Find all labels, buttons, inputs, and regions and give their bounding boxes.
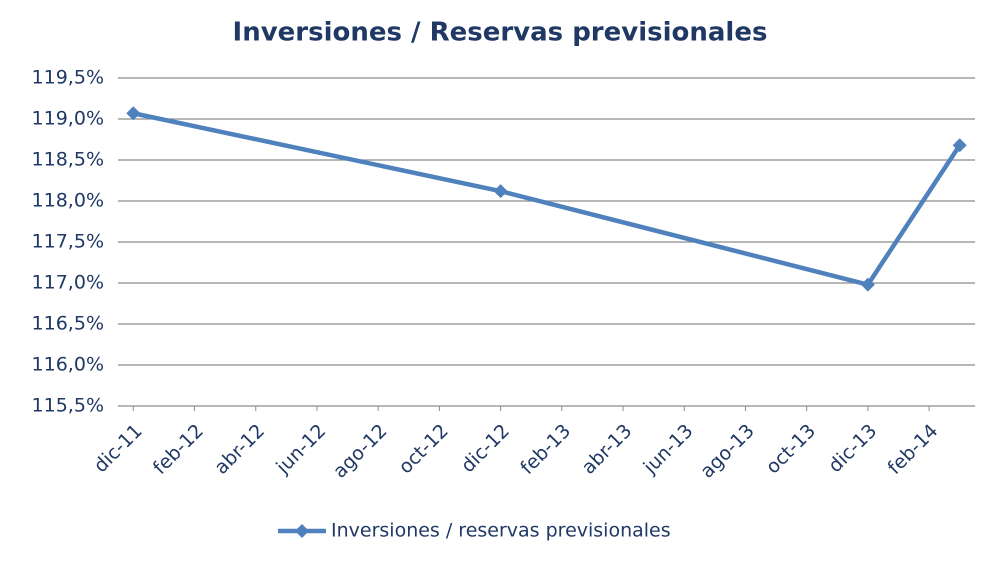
y-tick-label: 117,0% <box>32 272 104 294</box>
x-tick-label: abr-12 <box>210 420 269 479</box>
data-point <box>860 277 875 292</box>
y-tick-label: 118,0% <box>32 190 104 212</box>
data-point <box>126 106 141 121</box>
x-tick-label: dic-13 <box>824 420 881 477</box>
legend-label: Inversiones / reservas previsionales <box>331 520 671 542</box>
y-tick-label: 118,5% <box>32 149 104 171</box>
x-tick-label: jun-12 <box>271 420 330 479</box>
series-line <box>132 111 962 287</box>
y-tick-label: 116,0% <box>32 354 104 376</box>
data-point <box>952 138 967 153</box>
x-tick-label: dic-11 <box>90 420 147 477</box>
x-tick-label: abr-13 <box>578 420 637 479</box>
y-tick-label: 117,5% <box>32 231 104 253</box>
data-point <box>493 184 508 199</box>
x-tick-label: feb-12 <box>149 420 208 479</box>
x-tick-label: feb-13 <box>516 420 575 479</box>
chart-title: Inversiones / Reservas previsionales <box>233 18 768 48</box>
y-tick-label: 119,0% <box>32 108 104 130</box>
x-tick-label: oct-13 <box>762 420 820 478</box>
x-tick-label: dic-12 <box>457 420 514 477</box>
y-tick-label: 116,5% <box>32 313 104 335</box>
x-tick-label: ago-13 <box>696 420 759 483</box>
x-tick-label: oct-12 <box>394 420 452 478</box>
x-tick-label: jun-13 <box>639 420 698 479</box>
x-tick-label: ago-12 <box>329 420 392 483</box>
y-tick-label: 115,5% <box>32 395 104 417</box>
y-tick-label: 119,5% <box>32 67 104 89</box>
x-tick-label: feb-14 <box>883 420 942 479</box>
legend-marker <box>295 524 309 538</box>
